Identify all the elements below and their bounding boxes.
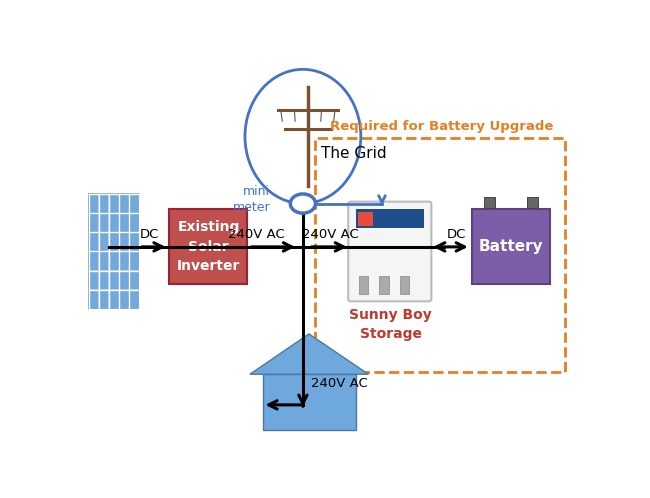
FancyBboxPatch shape: [358, 212, 373, 226]
FancyBboxPatch shape: [89, 233, 98, 251]
FancyBboxPatch shape: [89, 252, 98, 270]
Polygon shape: [250, 334, 369, 374]
Text: 240V AC: 240V AC: [228, 228, 285, 241]
FancyBboxPatch shape: [359, 276, 369, 294]
FancyBboxPatch shape: [129, 291, 138, 309]
FancyBboxPatch shape: [348, 202, 432, 301]
FancyBboxPatch shape: [484, 197, 495, 208]
FancyBboxPatch shape: [120, 195, 129, 213]
FancyBboxPatch shape: [120, 291, 129, 309]
FancyBboxPatch shape: [129, 252, 138, 270]
FancyBboxPatch shape: [89, 291, 98, 309]
FancyBboxPatch shape: [99, 291, 109, 309]
FancyBboxPatch shape: [129, 214, 138, 232]
Text: 240V AC: 240V AC: [302, 228, 359, 241]
FancyBboxPatch shape: [109, 291, 118, 309]
FancyBboxPatch shape: [99, 233, 109, 251]
FancyBboxPatch shape: [120, 214, 129, 232]
FancyBboxPatch shape: [400, 276, 409, 294]
FancyBboxPatch shape: [356, 209, 424, 229]
FancyBboxPatch shape: [109, 195, 118, 213]
FancyBboxPatch shape: [120, 252, 129, 270]
FancyBboxPatch shape: [129, 233, 138, 251]
FancyBboxPatch shape: [89, 271, 98, 289]
Text: DC: DC: [140, 228, 159, 241]
Text: mini
meter: mini meter: [233, 185, 270, 214]
FancyBboxPatch shape: [99, 271, 109, 289]
Text: DC: DC: [447, 228, 466, 241]
FancyBboxPatch shape: [527, 197, 538, 208]
FancyBboxPatch shape: [170, 209, 248, 284]
FancyBboxPatch shape: [99, 252, 109, 270]
FancyBboxPatch shape: [129, 195, 138, 213]
FancyBboxPatch shape: [99, 195, 109, 213]
Text: Required for Battery Upgrade: Required for Battery Upgrade: [330, 121, 553, 133]
FancyBboxPatch shape: [89, 194, 139, 309]
FancyBboxPatch shape: [472, 209, 550, 284]
Text: The Grid: The Grid: [320, 146, 386, 161]
Text: Existing
Solar
Inverter: Existing Solar Inverter: [177, 220, 240, 273]
Text: Sunny Boy
Storage: Sunny Boy Storage: [349, 308, 432, 341]
FancyBboxPatch shape: [109, 252, 118, 270]
FancyBboxPatch shape: [89, 214, 98, 232]
FancyBboxPatch shape: [129, 271, 138, 289]
FancyBboxPatch shape: [109, 233, 118, 251]
FancyBboxPatch shape: [109, 214, 118, 232]
FancyBboxPatch shape: [380, 276, 389, 294]
Circle shape: [291, 194, 315, 213]
FancyBboxPatch shape: [263, 374, 356, 430]
FancyBboxPatch shape: [120, 233, 129, 251]
Text: Battery: Battery: [478, 239, 543, 254]
FancyBboxPatch shape: [89, 195, 98, 213]
FancyBboxPatch shape: [109, 271, 118, 289]
Text: 240V AC: 240V AC: [311, 377, 368, 390]
FancyBboxPatch shape: [120, 271, 129, 289]
FancyBboxPatch shape: [99, 214, 109, 232]
